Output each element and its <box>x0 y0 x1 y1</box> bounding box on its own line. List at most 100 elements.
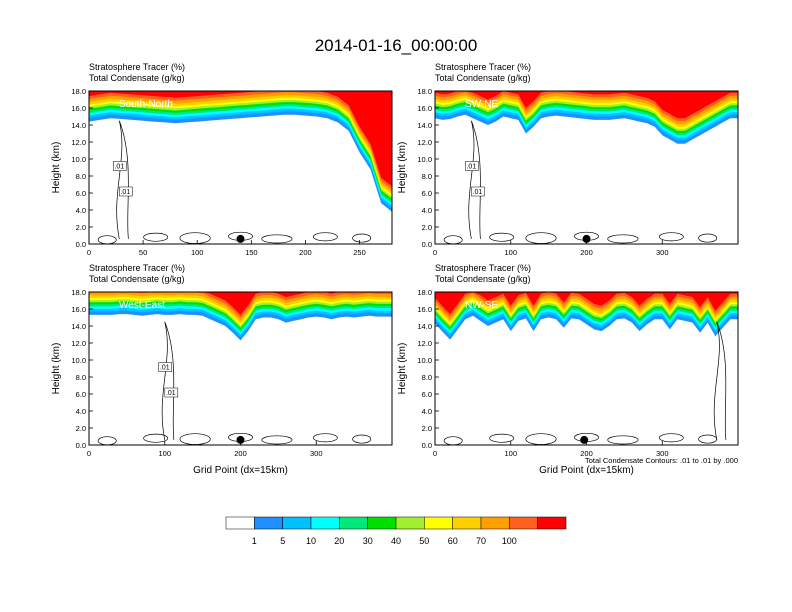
y-tick-label: 14.0 <box>417 322 432 331</box>
condensate-column-contour <box>713 321 727 440</box>
left-title-condensate: Total Condensate (g/kg) <box>435 73 531 83</box>
y-axis-label: Height (km) <box>51 142 62 194</box>
colorbar: 1 5 10 20 30 40 50 60 70 100 <box>225 516 567 546</box>
y-tick-label: 0.0 <box>422 441 432 450</box>
left-title-condensate: Total Condensate (g/kg) <box>89 274 185 284</box>
condensate-column-contour <box>116 120 129 239</box>
contour-label: .01 <box>114 164 124 171</box>
y-tick-label: 10.0 <box>417 155 432 164</box>
colorbar-label: 40 <box>391 536 401 546</box>
condensate-contour-6 <box>312 433 338 443</box>
contour-label: .01 <box>160 365 170 372</box>
x-tick-label: 200 <box>580 449 593 458</box>
condensate-contour-5 <box>607 234 639 244</box>
y-tick-label: 8.0 <box>422 172 432 181</box>
x-axis-label: Grid Point (dx=15km) <box>539 465 634 476</box>
y-tick-label: 6.0 <box>422 390 432 399</box>
contour-label-box <box>158 362 172 372</box>
colorbar-label: 50 <box>419 536 429 546</box>
colorbar-swatch <box>509 516 538 530</box>
x-tick-label: 200 <box>299 248 312 257</box>
colorbar-label: 30 <box>363 536 373 546</box>
y-tick-label: 14.0 <box>71 121 86 130</box>
y-axis-label: Height (km) <box>397 343 408 395</box>
tracer-band-11 <box>89 91 392 187</box>
condensate-contour-7 <box>698 233 718 243</box>
colorbar-swatch <box>254 516 283 530</box>
location-marker <box>582 234 591 243</box>
y-tick-label: 4.0 <box>422 407 432 416</box>
panel-1: .01 .01 South-North Stratosphere Tracer (%)… <box>51 62 393 257</box>
y-tick-label: 10.0 <box>71 155 86 164</box>
colorbar-label: 60 <box>448 536 458 546</box>
colorbar-label: 70 <box>476 536 486 546</box>
location-marker <box>580 435 589 444</box>
colorbar-label: 20 <box>334 536 344 546</box>
x-tick-label: 0 <box>87 449 91 458</box>
left-title-tracer: Stratosphere Tracer (%) <box>435 62 531 72</box>
colorbar-swatch <box>339 516 368 530</box>
y-tick-label: 0.0 <box>76 240 86 249</box>
condensate-contour-2 <box>143 433 169 443</box>
y-tick-label: 6.0 <box>422 189 432 198</box>
y-tick-label: 2.0 <box>76 223 86 232</box>
condensate-contour-5 <box>261 435 293 445</box>
colorbar-label: 5 <box>280 536 285 546</box>
y-tick-label: 10.0 <box>71 356 86 365</box>
contour-label: .01 <box>120 189 130 196</box>
condensate-column-contour <box>468 120 481 239</box>
plot-area: .01 .01 <box>89 292 392 445</box>
contour-label: .01 <box>473 189 483 196</box>
y-tick-label: 16.0 <box>417 104 432 113</box>
condensate-contour-5 <box>607 435 639 445</box>
y-tick-label: 18.0 <box>71 288 86 297</box>
plot-area: .01 .01 <box>435 91 738 244</box>
y-tick-label: 2.0 <box>422 424 432 433</box>
colorbar-swatch <box>367 516 397 530</box>
y-axis-label: Height (km) <box>397 142 408 194</box>
panel-label: South-North <box>119 99 173 110</box>
condensate-contour-7 <box>352 233 372 243</box>
condensate-contour-7 <box>698 434 718 444</box>
colorbar-swatch <box>480 516 510 530</box>
figure-title: 2014-01-16_00:00:00 <box>315 36 478 55</box>
condensate-contour-2 <box>489 232 515 242</box>
y-tick-label: 14.0 <box>71 322 86 331</box>
panel-2: .01 .01 SW-NE Stratosphere Tracer (%)Total … <box>397 62 739 257</box>
tracer-band-1 <box>89 91 392 212</box>
y-tick-label: 10.0 <box>417 356 432 365</box>
tracer-band-11 <box>89 292 392 315</box>
condensate-contour-7 <box>352 434 372 444</box>
colorbar-swatch <box>424 516 453 530</box>
x-tick-label: 250 <box>353 248 366 257</box>
y-tick-label: 4.0 <box>76 407 86 416</box>
contour-label-box <box>113 161 127 171</box>
left-title-tracer: Stratosphere Tracer (%) <box>435 263 531 273</box>
contour-label: .01 <box>466 164 476 171</box>
colorbar-swatch <box>310 516 340 530</box>
colorbar-swatch <box>225 516 255 530</box>
y-tick-label: 4.0 <box>422 206 432 215</box>
y-tick-label: 0.0 <box>422 240 432 249</box>
y-tick-label: 2.0 <box>76 424 86 433</box>
y-tick-label: 2.0 <box>422 223 432 232</box>
condensate-contour-6 <box>658 232 684 242</box>
condensate-contour-6 <box>658 433 684 443</box>
condensate-contour-3 <box>179 433 211 445</box>
x-tick-label: 100 <box>158 449 171 458</box>
colorbar-label: 100 <box>502 536 517 546</box>
panel-label: SW-NE <box>465 99 498 110</box>
left-title-condensate: Total Condensate (g/kg) <box>435 274 531 284</box>
y-tick-label: 16.0 <box>71 104 86 113</box>
y-tick-label: 8.0 <box>76 373 86 382</box>
x-tick-label: 0 <box>433 248 437 257</box>
y-axis-label: Height (km) <box>51 343 62 395</box>
colorbar-label: 10 <box>306 536 316 546</box>
plot-frame <box>88 90 393 245</box>
y-tick-label: 12.0 <box>417 339 432 348</box>
y-tick-label: 18.0 <box>71 87 86 96</box>
x-tick-label: 150 <box>245 248 258 257</box>
left-title-tracer: Stratosphere Tracer (%) <box>89 263 185 273</box>
tracer-band-11 <box>435 292 738 315</box>
